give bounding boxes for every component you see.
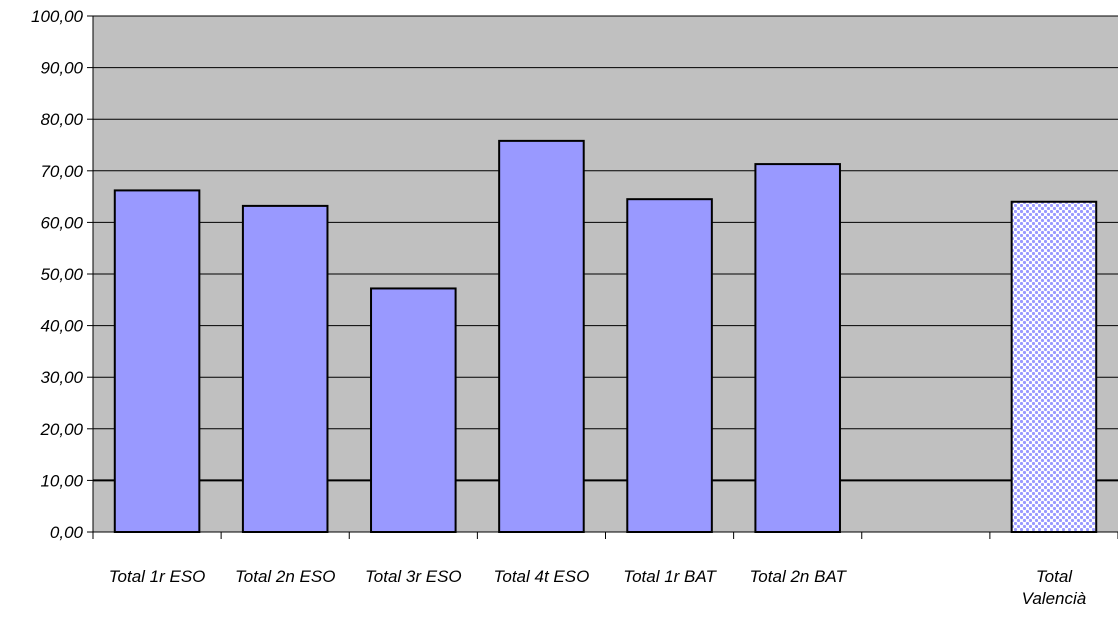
y-tick-label: 0,00 bbox=[50, 523, 84, 542]
y-tick-label: 20,00 bbox=[39, 420, 83, 439]
bar bbox=[241, 204, 329, 533]
y-tick-label: 70,00 bbox=[40, 162, 83, 181]
y-tick-label: 40,00 bbox=[40, 317, 83, 336]
y-tick-label: 80,00 bbox=[40, 110, 83, 129]
x-tick-label: Total 1r BAT bbox=[623, 567, 717, 586]
bar bbox=[626, 198, 713, 533]
x-tick-label: Total 2n BAT bbox=[749, 567, 847, 586]
y-tick-label: 10,00 bbox=[40, 471, 83, 490]
y-tick-label: 60,00 bbox=[40, 213, 83, 232]
x-tick-label: Total bbox=[1036, 567, 1073, 586]
y-tick-label: 100,00 bbox=[31, 7, 84, 26]
bar bbox=[754, 163, 841, 533]
y-tick-label: 90,00 bbox=[40, 59, 83, 78]
x-tick-label: Total 3r ESO bbox=[365, 567, 462, 586]
bar bbox=[1010, 200, 1098, 533]
x-tick-label: Total 4t ESO bbox=[494, 567, 590, 586]
y-tick-label: 30,00 bbox=[40, 368, 83, 387]
x-tick-label: Total 2n ESO bbox=[235, 567, 336, 586]
x-tick-label: Total 1r ESO bbox=[109, 567, 206, 586]
bar bbox=[370, 287, 457, 533]
bar bbox=[113, 189, 201, 534]
bar bbox=[498, 139, 585, 533]
y-tick-label: 50,00 bbox=[40, 265, 83, 284]
x-tick-label: Valencià bbox=[1022, 589, 1087, 608]
